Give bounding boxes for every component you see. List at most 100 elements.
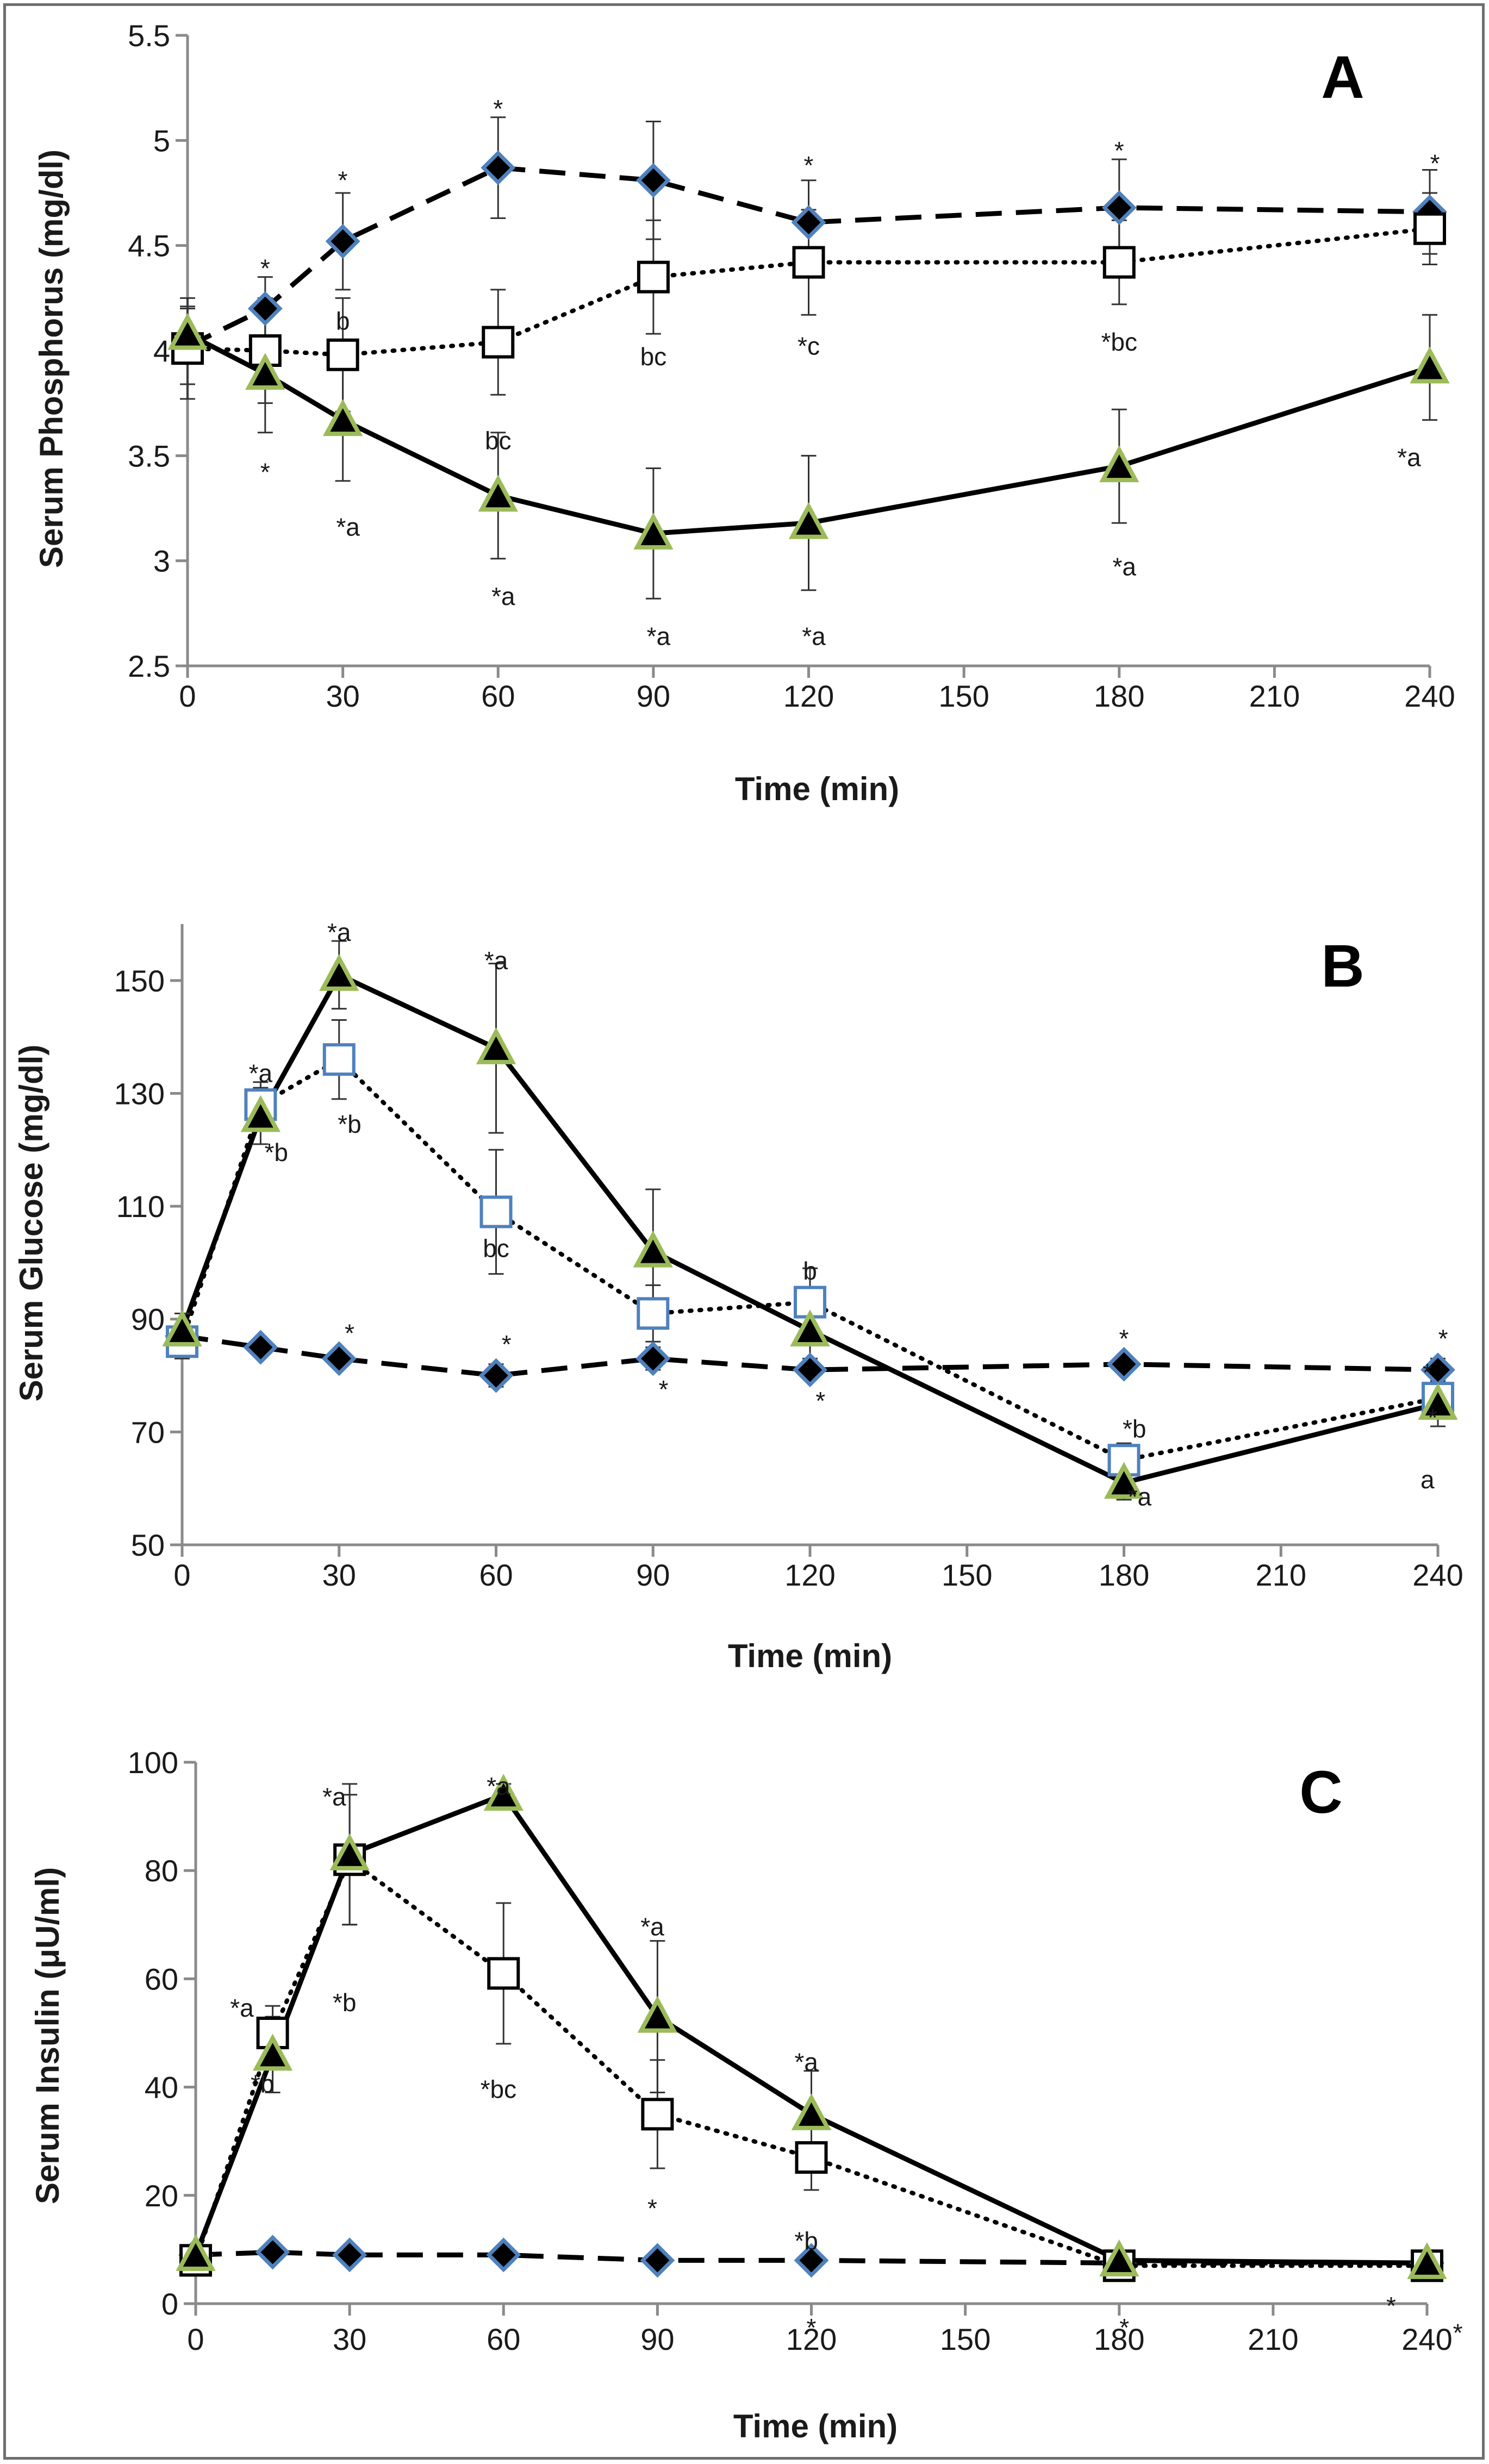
panel-a-data-point-square bbox=[482, 326, 515, 359]
panel-b-annotation-label: * bbox=[345, 1319, 354, 1347]
panel-a-data-point-triangle bbox=[1099, 445, 1139, 483]
panel-c-data-point-triangle bbox=[1099, 2239, 1139, 2276]
panel-c-y-axis-title: Serum Insulin (μU/ml) bbox=[29, 1867, 66, 2204]
panel-c-data-point-square bbox=[487, 1957, 520, 1990]
panel-a-data-point-triangle bbox=[633, 512, 674, 550]
panel-a-data-point-diamond bbox=[636, 163, 671, 198]
panel-b-y-axis-title: Serum Glucose (mg/dl) bbox=[13, 1045, 49, 1402]
panel-c-annotation-label: *a bbox=[487, 1772, 510, 1800]
panel-b-annotation-label: *a bbox=[1128, 1482, 1152, 1511]
panel-a-y-tick-label: 4 bbox=[153, 334, 170, 368]
panel-b-annotation-label: *a bbox=[484, 946, 508, 975]
panel-c-annotation-label: * bbox=[1453, 2319, 1463, 2347]
panel-a-data-point-square bbox=[1413, 212, 1446, 245]
panel-a-x-tick-label: 150 bbox=[938, 679, 989, 713]
panel-c-data-point-triangle bbox=[483, 1774, 524, 1811]
panel-a-annotation-label: * bbox=[1430, 149, 1440, 177]
panel-b-y-tick-label: 70 bbox=[131, 1415, 165, 1449]
panel-b-annotation-label: b bbox=[803, 1257, 817, 1285]
panel-a-data-point-triangle bbox=[322, 399, 363, 436]
panel-b-y-tick-label: 110 bbox=[116, 1189, 165, 1224]
panel-a-x-tick-label: 120 bbox=[783, 679, 834, 713]
panel-a-y-tick-label: 2.5 bbox=[128, 649, 170, 683]
panel-b-annotation-label: bc bbox=[483, 1234, 509, 1263]
panel-a-data-point-diamond bbox=[1101, 190, 1137, 226]
panel-c-annotation-label: *a bbox=[794, 2048, 818, 2076]
panel-a-y-tick-label: 4.5 bbox=[128, 229, 170, 263]
panel-b-annotation-label: *a bbox=[249, 1059, 273, 1088]
panel-b-y-tick-label: 90 bbox=[131, 1302, 165, 1337]
panel-c-y-tick-label: 20 bbox=[145, 2179, 178, 2213]
panel-a-annotation-label: * bbox=[493, 95, 503, 123]
panel-c-x-tick-label: 30 bbox=[333, 2322, 366, 2356]
panel-b-data-point-diamond bbox=[478, 1358, 514, 1393]
panel-a-annotation-label: * bbox=[338, 166, 348, 194]
panel-b-x-tick-label: 0 bbox=[173, 1558, 190, 1592]
panel-b-data-point-triangle bbox=[162, 1309, 202, 1346]
panel-a-x-tick-label: 30 bbox=[326, 679, 359, 713]
panel-c-x-tick-label: 150 bbox=[940, 2322, 990, 2356]
panel-a-annotation-label: * bbox=[1114, 136, 1124, 165]
panel-a-data-point-triangle bbox=[167, 313, 208, 350]
panel-b-annotation-label: * bbox=[1423, 1358, 1432, 1387]
panel-b-annotation-label: a bbox=[1421, 1465, 1435, 1494]
panel-c-x-tick-label: 90 bbox=[640, 2322, 674, 2356]
panel-b-letter: B bbox=[1321, 933, 1364, 1000]
panel-a-annotation-label: * bbox=[260, 458, 270, 486]
panel-b-annotation-label: * bbox=[1119, 1325, 1129, 1353]
panel-b-data-point-diamond bbox=[793, 1352, 827, 1388]
panel-b-x-tick-label: 240 bbox=[1412, 1558, 1463, 1592]
panel-b-data-point-diamond bbox=[1106, 1346, 1142, 1382]
panel-a-annotation-label: *a bbox=[647, 622, 671, 650]
panel-c-series-square-dotted-line bbox=[194, 1857, 1429, 2268]
panel-c-data-point-triangle bbox=[176, 2234, 216, 2271]
panel-a-x-axis-title: Time (min) bbox=[735, 771, 899, 807]
panel-a-y-tick-label: 3 bbox=[153, 544, 170, 578]
panel-c-annotation-label: *bc bbox=[481, 2075, 516, 2104]
panel-a-annotation-label: * bbox=[260, 254, 270, 283]
panel-b-x-tick-label: 60 bbox=[479, 1558, 513, 1592]
panel-a-data-point-triangle bbox=[478, 475, 518, 512]
panel-a-data-point-diamond bbox=[247, 291, 283, 326]
panel-b-data-point-triangle bbox=[240, 1095, 281, 1132]
panel-a-x-tick-label: 240 bbox=[1404, 679, 1455, 713]
panel-a-annotation-label: *a bbox=[336, 513, 360, 541]
panel-c-data-point-diamond bbox=[794, 2243, 829, 2278]
panel-c-annotation-label: *b bbox=[794, 2226, 818, 2255]
panel-c-chart: 0 20 40 60 80 100 0 30 60 90 120 150 180 210 240 *a *a *a… bbox=[29, 1745, 1463, 2444]
panel-b-data-point-square bbox=[322, 1043, 356, 1076]
panel-b-annotation-label: *b bbox=[338, 1110, 361, 1138]
panel-c-data-point-square bbox=[795, 2141, 828, 2174]
panel-b-data-point-triangle bbox=[1418, 1383, 1458, 1420]
panel-c-x-tick-label: 0 bbox=[187, 2322, 204, 2356]
panel-a-plot-layer: 2.5 3 3.5 4 4.5 5 5.5 0 30 60 90 120 150 180 210 240 * * *… bbox=[128, 18, 1455, 713]
panel-c-x-tick-label: 240 bbox=[1401, 2322, 1452, 2356]
panel-b-data-point-triangle bbox=[633, 1230, 673, 1268]
panel-a-annotation-label: bc bbox=[640, 342, 667, 371]
panel-a-data-point-square bbox=[1102, 246, 1136, 279]
panel-c-data-point-triangle bbox=[637, 1995, 678, 2033]
panel-b-data-point-diamond bbox=[321, 1341, 357, 1376]
panel-a-annotation-label: bc bbox=[485, 427, 512, 455]
panel-a-y-axis-title: Serum Phosphorus (mg/dl) bbox=[33, 149, 70, 568]
panel-c-data-point-triangle bbox=[329, 1833, 370, 1870]
panel-a-y-tick-label: 5.5 bbox=[128, 18, 170, 53]
panel-c-annotation-label: * bbox=[807, 2313, 817, 2342]
panel-b-data-point-square bbox=[637, 1297, 670, 1330]
panel-c-annotation-label: * bbox=[1119, 2313, 1129, 2342]
panel-b-y-tick-label: 150 bbox=[114, 964, 165, 998]
panel-a-x-tick-label: 60 bbox=[481, 679, 515, 713]
panel-c-annotation-label: *a bbox=[322, 1783, 346, 1811]
panel-b-data-point-square bbox=[479, 1195, 513, 1228]
panel-c-data-point-diamond bbox=[640, 2243, 675, 2278]
panel-c-letter: C bbox=[1299, 1759, 1342, 1826]
panel-b-x-axis-title: Time (min) bbox=[728, 1638, 892, 1674]
panel-a-annotation-label: * bbox=[804, 151, 814, 179]
panel-a-annotation-label: *a bbox=[1397, 444, 1421, 472]
panel-c-annotation-label: *b bbox=[251, 2070, 274, 2098]
panel-b-x-tick-label: 30 bbox=[322, 1558, 356, 1592]
panel-c-data-point-triangle bbox=[791, 2093, 832, 2130]
